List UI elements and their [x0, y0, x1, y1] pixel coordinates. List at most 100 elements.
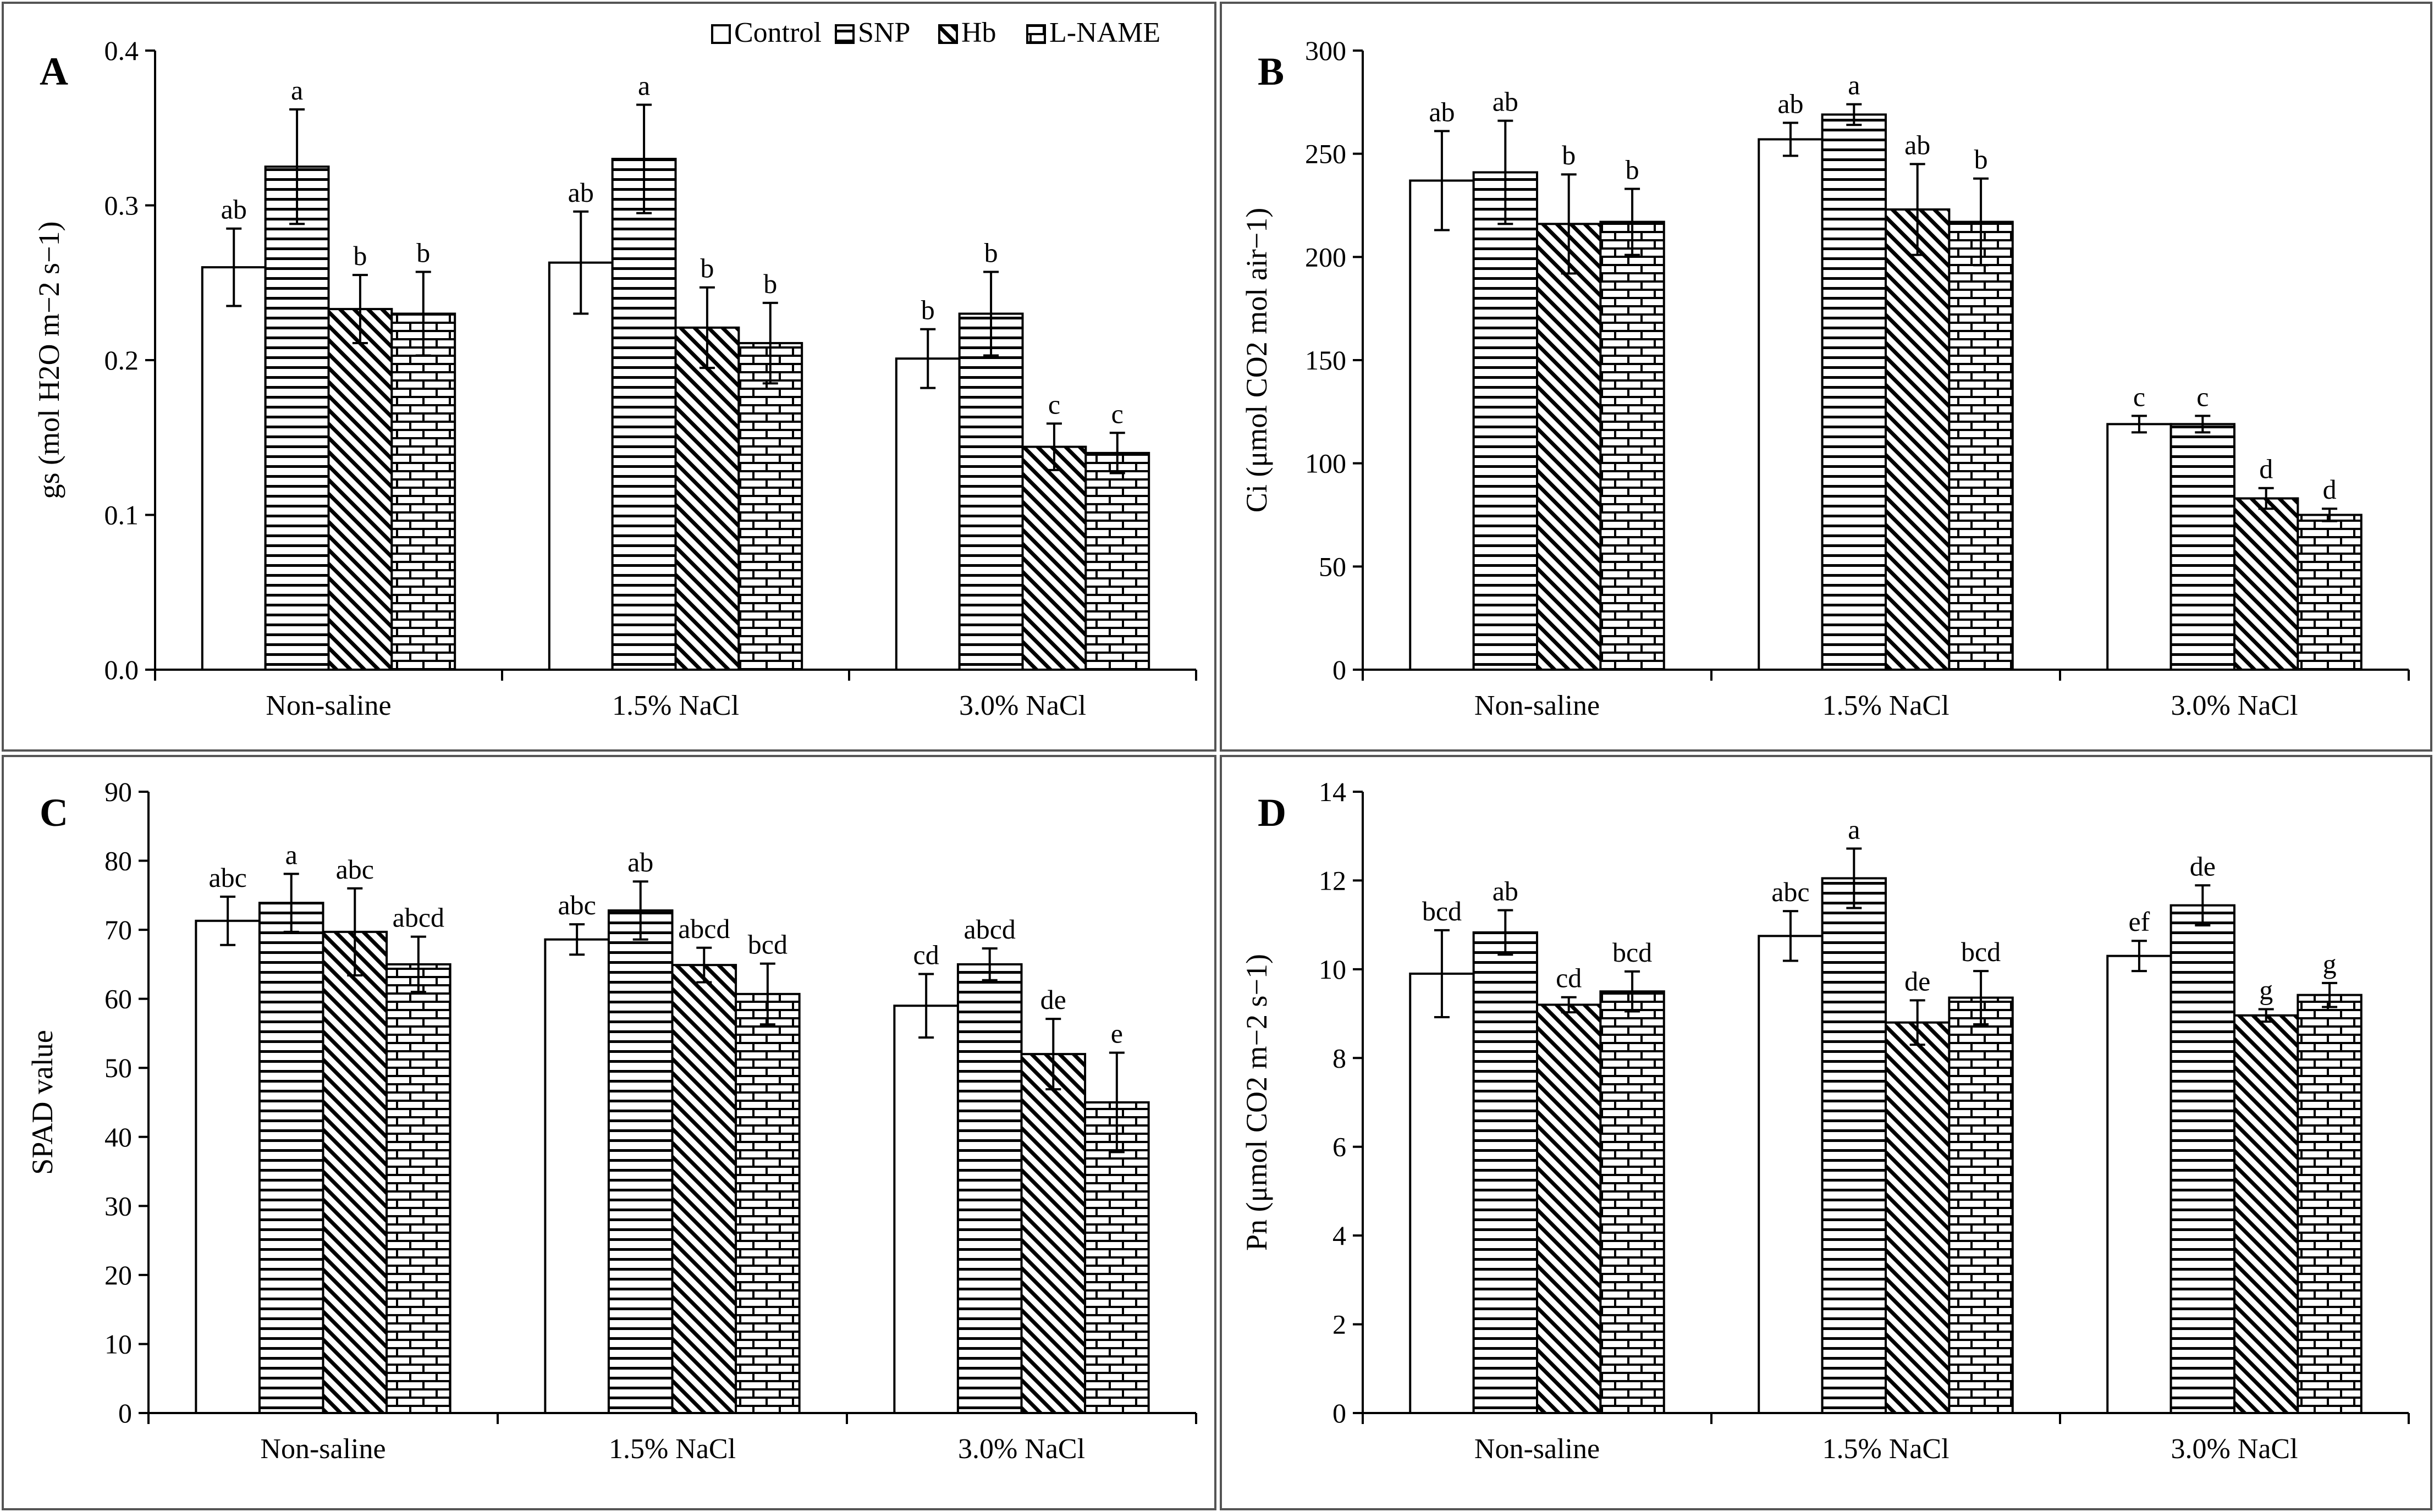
legend-swatch [938, 24, 958, 44]
x-tick-label-b: 3.0% NaCl [2171, 690, 2298, 721]
significance-letter-d: de [1904, 965, 1930, 996]
x-tick-label-d: Non-saline [1474, 1433, 1600, 1465]
bar-c [386, 963, 451, 1414]
bar-c [671, 964, 737, 1414]
bar-d [1472, 931, 1538, 1415]
bar-b [1536, 223, 1602, 671]
bar-a [895, 357, 961, 671]
panel-c: C 0 10 20 30 40 50 60 70 80 90 SPAD value Non-saline… [26, 776, 1197, 1465]
y-axis-label-a: gs (mol H2O m−2 s−1) [32, 222, 65, 499]
bar-a [264, 165, 330, 671]
y-tick-label-b: 250 [1305, 139, 1346, 169]
significance-letter-a: a [638, 70, 650, 101]
x-tick-label-c: 1.5% NaCl [609, 1433, 736, 1465]
bar-d [2169, 904, 2236, 1414]
bar-c [893, 1005, 959, 1414]
panel-label-a: A [40, 49, 68, 93]
bar-b [1409, 179, 1475, 671]
y-tick-label-a: 0.4 [104, 35, 139, 66]
significance-letter-b: a [1848, 70, 1860, 101]
legend-label: SNP [858, 17, 910, 48]
significance-letter-c: e [1111, 1018, 1123, 1049]
significance-letter-c: cd [913, 939, 939, 970]
y-tick-label-d: 10 [1319, 954, 1346, 985]
x-tick-label-a: 3.0% NaCl [959, 690, 1086, 721]
significance-letter-c: abc [208, 862, 246, 893]
bar-c [258, 902, 324, 1414]
significance-letter-a: ab [568, 177, 594, 208]
significance-letter-d: a [1848, 814, 1860, 845]
y-tick-label-c: 80 [104, 846, 132, 876]
significance-letter-c: abcd [678, 913, 730, 944]
legend-label: Hb [961, 17, 996, 48]
legend-label: Control [734, 17, 822, 48]
significance-letter-b: b [1562, 140, 1576, 170]
bar-d [1599, 990, 1665, 1414]
bar-c [735, 992, 801, 1414]
x-tick-label-a: 1.5% NaCl [612, 690, 739, 721]
y-tick-label-d: 14 [1319, 776, 1346, 807]
x-tick-label-c: Non-saline [260, 1433, 386, 1465]
significance-letter-b: d [2259, 454, 2273, 484]
bar-c [1020, 1053, 1087, 1414]
bar-c [1084, 1101, 1150, 1414]
legend-label: L-NAME [1049, 17, 1160, 48]
y-tick-label-c: 20 [104, 1260, 132, 1290]
bar-a [674, 326, 740, 671]
y-tick-label-c: 40 [104, 1122, 132, 1152]
significance-letter-b: c [2133, 381, 2145, 412]
significance-letter-d: bcd [1422, 896, 1462, 926]
bar-b [1758, 138, 1824, 671]
significance-letter-d: bcd [1612, 937, 1652, 968]
bar-a [548, 261, 614, 671]
significance-letter-b: ab [1493, 86, 1518, 117]
bar-b [1599, 220, 1665, 671]
bar-c [956, 963, 1023, 1414]
significance-letter-b: c [2196, 381, 2209, 412]
significance-letter-c: a [285, 839, 298, 870]
bar-b [1821, 113, 1887, 671]
y-tick-label-d: 6 [1332, 1132, 1346, 1162]
significance-letter-c: de [1040, 984, 1066, 1015]
bar-d [2106, 954, 2172, 1414]
bar-a [390, 312, 456, 671]
panel-b: B 0 50 100 150 200 250 300 Ci (μmol CO2 mol air−… [1240, 35, 2410, 721]
x-tick-label-d: 3.0% NaCl [2171, 1433, 2298, 1465]
y-tick-label-b: 200 [1305, 241, 1346, 272]
significance-letter-d: de [2190, 851, 2216, 881]
x-tick-label-c: 3.0% NaCl [958, 1433, 1085, 1465]
bar-a [958, 312, 1024, 671]
bar-c [607, 909, 674, 1414]
y-axis-label-b: Ci (μmol CO2 mol air−1) [1240, 208, 1273, 512]
bar-a [201, 266, 267, 671]
significance-letter-b: b [1626, 154, 1639, 185]
significance-letter-c: abcd [964, 914, 1016, 945]
significance-letter-a: b [984, 238, 998, 268]
y-tick-label-c: 60 [104, 984, 132, 1014]
panel-frame-c [2, 755, 1216, 1510]
bar-b [1885, 208, 1951, 671]
bar-c [195, 919, 261, 1414]
bar-a [737, 342, 803, 671]
bar-b [2297, 514, 2363, 671]
significance-letter-d: bcd [1961, 936, 2001, 967]
y-tick-label-b: 100 [1305, 448, 1346, 479]
bar-b [2106, 423, 2172, 671]
y-tick-label-c: 90 [104, 776, 132, 807]
bar-a [327, 308, 393, 671]
panel-label-b: B [1258, 49, 1284, 93]
y-tick-label-c: 10 [104, 1328, 132, 1359]
y-tick-label-d: 2 [1332, 1309, 1346, 1340]
significance-letter-a: b [700, 253, 714, 284]
panel-label-c: C [40, 791, 68, 835]
significance-letter-c: abc [558, 890, 596, 920]
y-tick-label-c: 30 [104, 1190, 132, 1221]
bar-d [1758, 935, 1824, 1415]
x-tick-label-d: 1.5% NaCl [1822, 1433, 1949, 1465]
y-tick-label-d: 4 [1332, 1220, 1346, 1251]
x-tick-label-b: Non-saline [1474, 690, 1600, 721]
bar-b [2233, 497, 2299, 671]
bar-c [544, 938, 610, 1414]
